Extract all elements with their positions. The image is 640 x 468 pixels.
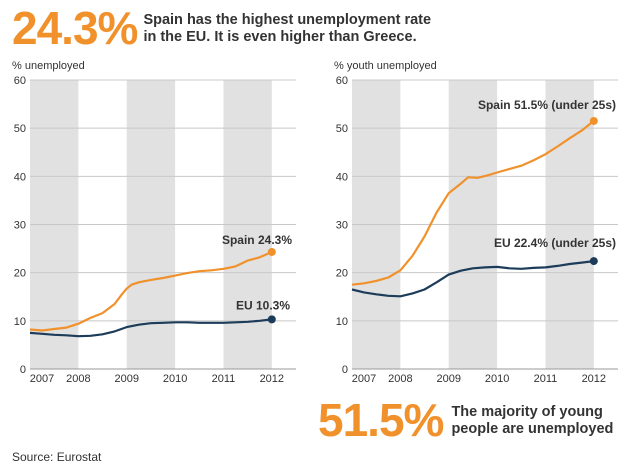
end-point-eu xyxy=(267,315,276,324)
source-note: Source: Eurostat xyxy=(12,450,102,464)
x-tick-label: 2010 xyxy=(485,373,509,385)
y-tick-label: 60 xyxy=(336,75,348,87)
x-tick-label: 2012 xyxy=(260,373,284,385)
x-tick-label: 2008 xyxy=(388,373,412,385)
x-tick-label: 2007 xyxy=(30,373,54,385)
series-label-eu: EU 10.3% xyxy=(236,298,290,312)
series-line-spain xyxy=(29,250,273,332)
y-tick-label: 0 xyxy=(342,364,348,376)
x-tick-label: 2009 xyxy=(114,373,138,385)
end-point-spain xyxy=(589,116,598,125)
series-line-spain xyxy=(351,120,595,286)
headline-top: 24.3% Spain has the highest unemployment… xyxy=(12,2,432,54)
y-tick-label: 50 xyxy=(336,123,348,135)
chart-youth-unemployment: 0 10 20 30 40 50 60 2007 2008 2009 2010 2011 2012 % y… xyxy=(334,60,618,385)
x-tick-label: 2008 xyxy=(66,373,90,385)
x-tick-label: 2011 xyxy=(534,373,558,385)
y-tick-label: 10 xyxy=(14,316,26,328)
y-axis-title: % unemployed xyxy=(12,60,85,72)
series-label-spain: Spain 51.5% (under 25s) xyxy=(478,98,616,112)
headline-bottom: 51.5% The majority of young people are u… xyxy=(318,394,614,446)
x-tick-label: 2007 xyxy=(352,373,376,385)
headline-text: Spain has the highest unemployment rate … xyxy=(143,12,432,45)
x-tick-label: 2012 xyxy=(582,373,606,385)
y-tick-label: 60 xyxy=(14,75,26,87)
end-point-eu xyxy=(589,257,598,266)
x-tick-label: 2010 xyxy=(163,373,187,385)
y-tick-label: 40 xyxy=(336,171,348,183)
headline-stat: 51.5% xyxy=(318,394,444,446)
y-tick-label: 50 xyxy=(14,123,26,135)
headline-text: The majority of young people are unemplo… xyxy=(451,404,614,437)
y-tick-label: 0 xyxy=(20,364,26,376)
x-tick-label: 2009 xyxy=(436,373,460,385)
series-label-spain: Spain 24.3% xyxy=(222,233,292,247)
chart-overall-unemployment: 0 10 20 30 40 50 60 2007 2008 2009 2010 2011 2012 % u… xyxy=(12,60,296,385)
y-tick-label: 10 xyxy=(336,316,348,328)
series-label-eu: EU 22.4% (under 25s) xyxy=(494,236,616,250)
end-point-spain xyxy=(267,247,276,256)
y-tick-label: 20 xyxy=(336,268,348,280)
headline-stat: 24.3% xyxy=(12,2,138,54)
y-tick-label: 30 xyxy=(14,220,26,232)
series-line-eu xyxy=(351,260,594,298)
x-tick-label: 2011 xyxy=(212,373,236,385)
y-tick-label: 20 xyxy=(14,268,26,280)
series-line-eu xyxy=(29,318,272,338)
y-tick-label: 30 xyxy=(336,220,348,232)
y-axis-title: % youth unemployed xyxy=(334,60,437,72)
y-tick-label: 40 xyxy=(14,171,26,183)
